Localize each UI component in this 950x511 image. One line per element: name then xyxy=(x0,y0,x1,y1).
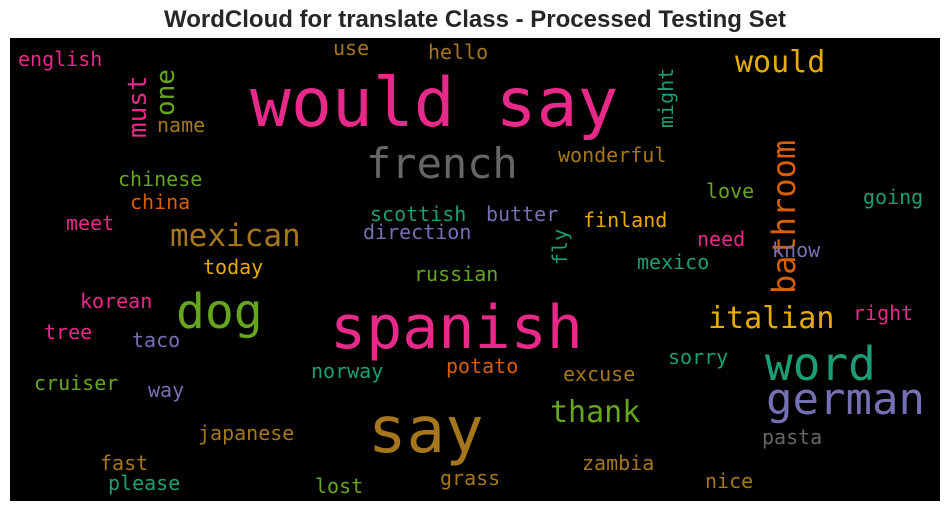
word-potato: potato xyxy=(446,354,518,378)
word-french: french xyxy=(366,139,518,188)
word-meet: meet xyxy=(66,211,114,235)
word-use: use xyxy=(333,38,369,60)
word-dog: dog xyxy=(176,284,263,340)
word-say: say xyxy=(368,394,484,468)
wordcloud-canvas: would say spanish say word german dog french me… xyxy=(10,38,940,501)
word-today: today xyxy=(203,255,263,279)
word-italian: italian xyxy=(708,301,834,336)
word-scottish: scottish xyxy=(370,202,466,226)
word-going: going xyxy=(863,185,923,209)
word-would: would xyxy=(735,45,825,80)
word-direction: direction xyxy=(363,220,471,244)
word-pasta: pasta xyxy=(762,425,822,449)
word-right: right xyxy=(853,301,913,325)
word-love: love xyxy=(706,179,754,203)
word-mexican: mexican xyxy=(170,218,301,254)
word-know: know xyxy=(772,238,821,262)
word-excuse: excuse xyxy=(563,362,635,386)
word-chinese: chinese xyxy=(118,167,202,191)
word-russian: russian xyxy=(414,262,498,286)
chart-title: WordCloud for translate Class - Processe… xyxy=(164,6,786,33)
word-english: english xyxy=(18,47,102,71)
word-thank: thank xyxy=(550,395,640,430)
word-german: german xyxy=(766,374,925,425)
word-zambia: zambia xyxy=(582,451,654,475)
word-butter: butter xyxy=(486,202,558,226)
word-taco: taco xyxy=(132,328,180,352)
word-lost: lost xyxy=(315,474,363,498)
word-word: word xyxy=(765,337,876,391)
word-need: need xyxy=(697,227,745,251)
word-wonderful: wonderful xyxy=(558,143,666,167)
word-sorry: sorry xyxy=(668,345,728,369)
word-hello: hello xyxy=(428,40,488,64)
word-korean: korean xyxy=(80,289,152,313)
word-norway: norway xyxy=(311,359,383,383)
word-way: way xyxy=(148,378,184,402)
word-china: china xyxy=(130,190,190,214)
word-mexico: mexico xyxy=(637,250,709,274)
word-bathroom: bathroom xyxy=(765,140,803,294)
word-tree: tree xyxy=(44,320,92,344)
word-nice: nice xyxy=(705,469,753,493)
word-would-say: would say xyxy=(250,64,618,143)
word-spanish: spanish xyxy=(330,293,583,363)
word-name: name xyxy=(157,113,205,137)
word-might: might xyxy=(654,68,678,128)
word-grass: grass xyxy=(440,466,500,490)
word-fast: fast xyxy=(100,451,148,475)
word-one: one xyxy=(151,69,181,116)
word-fly: fly xyxy=(548,229,572,265)
word-finland: finland xyxy=(583,208,667,232)
word-cruiser: cruiser xyxy=(34,371,118,395)
word-must: must xyxy=(123,75,153,138)
word-please: please xyxy=(108,471,180,495)
word-japanese: japanese xyxy=(198,421,294,445)
